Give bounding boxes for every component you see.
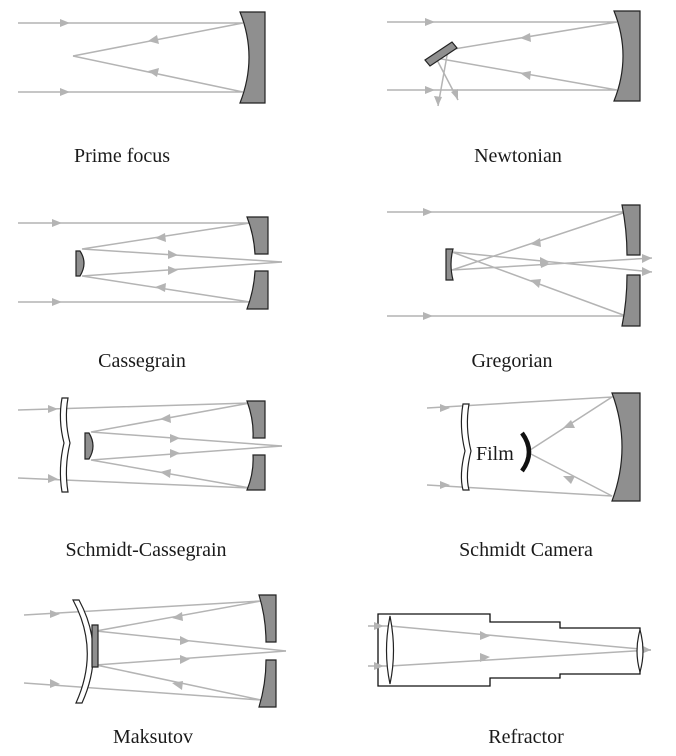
arrow <box>374 622 384 630</box>
telescope-tube <box>377 613 641 687</box>
arrow <box>451 89 458 100</box>
arrow <box>50 610 60 618</box>
arrow <box>530 238 541 247</box>
arrow <box>540 257 550 266</box>
primary-mirror-lower <box>621 274 641 327</box>
primary-mirror <box>611 392 641 502</box>
arrow <box>52 219 62 227</box>
arrow <box>50 679 60 688</box>
arrow <box>168 250 178 259</box>
meniscus-corrector <box>71 599 94 704</box>
primary-mirror-lower <box>246 454 266 491</box>
arrow <box>423 312 433 320</box>
arrow <box>180 655 190 664</box>
ray <box>387 56 618 101</box>
arrow <box>148 35 159 44</box>
arrow <box>172 612 183 621</box>
primary-mirror-upper <box>621 204 641 256</box>
panel-gregorian: Gregorian <box>387 204 653 372</box>
arrow <box>155 233 166 242</box>
arrow <box>480 631 490 640</box>
arrow <box>48 405 58 413</box>
panel-label: Prime focus <box>74 145 170 167</box>
arrow <box>172 681 183 690</box>
arrow <box>642 267 652 276</box>
panel-label: Schmidt Camera <box>459 539 593 561</box>
panel-schmidt-camera: Film Schmidt Camera <box>426 392 641 561</box>
panel-label: Gregorian <box>471 350 552 372</box>
arrow <box>170 449 180 458</box>
panel-schmidt-cassegrain: Schmidt-Cassegrain <box>17 397 283 561</box>
arrow <box>440 481 450 489</box>
arrow <box>48 474 58 483</box>
arrow <box>423 208 433 216</box>
arrow <box>52 298 62 306</box>
panel-label: Maksutov <box>113 726 193 748</box>
film-label: Film <box>476 443 514 465</box>
ray <box>18 22 244 57</box>
arrow <box>374 662 384 670</box>
panel-cassegrain: Cassegrain <box>18 216 283 372</box>
arrow <box>642 254 652 263</box>
ray <box>387 251 653 317</box>
objective-lens <box>385 615 395 685</box>
panel-label: Schmidt-Cassegrain <box>65 539 226 561</box>
arrow <box>434 96 442 106</box>
panel-refractor: Refractor <box>368 613 652 748</box>
arrow <box>425 86 435 94</box>
secondary-spot <box>91 624 99 668</box>
ray <box>23 600 287 652</box>
ray <box>17 445 283 489</box>
panel-label: Refractor <box>488 726 564 748</box>
arrow <box>520 33 531 42</box>
eyepiece-lens <box>636 627 644 675</box>
panel-newtonian: Newtonian <box>387 10 641 167</box>
arrow <box>155 283 166 292</box>
corrector-plate <box>59 397 71 493</box>
primary-mirror <box>239 11 266 104</box>
arrow <box>148 68 159 77</box>
primary-mirror-upper <box>258 594 277 643</box>
secondary-mirror <box>445 248 454 281</box>
ray <box>18 261 283 303</box>
panel-label: Cassegrain <box>98 350 186 372</box>
ray <box>18 222 283 263</box>
arrow <box>170 434 180 443</box>
corrector-plate <box>460 403 472 491</box>
arrow <box>60 19 70 27</box>
ray <box>426 396 615 453</box>
primary-mirror-upper <box>246 216 269 255</box>
arrow <box>160 469 171 478</box>
arrow <box>563 476 575 484</box>
ray <box>18 55 244 93</box>
secondary-mirror <box>84 432 94 460</box>
arrow <box>480 653 490 662</box>
arrow <box>520 71 531 80</box>
arrow <box>160 414 171 423</box>
primary-mirror-lower <box>258 659 277 708</box>
ray <box>17 402 283 447</box>
panel-prime-focus: Prime focus <box>18 11 266 167</box>
arrow <box>440 404 450 412</box>
arrow <box>60 88 70 96</box>
primary-mirror-upper <box>246 400 266 439</box>
ray <box>23 650 287 701</box>
primary-mirror-lower <box>246 270 269 310</box>
panel-label: Newtonian <box>474 145 562 167</box>
diagonal-mirror <box>424 41 458 67</box>
arrow <box>180 636 190 645</box>
ray <box>387 21 618 107</box>
ray <box>387 211 653 271</box>
arrow <box>530 279 541 288</box>
primary-mirror <box>613 10 641 102</box>
arrow <box>563 420 575 428</box>
ray <box>426 451 613 497</box>
arrow <box>168 266 178 275</box>
arrow <box>425 18 435 26</box>
secondary-mirror <box>75 250 85 277</box>
panel-maksutov: Maksutov <box>23 594 287 748</box>
film-icon <box>520 431 532 473</box>
